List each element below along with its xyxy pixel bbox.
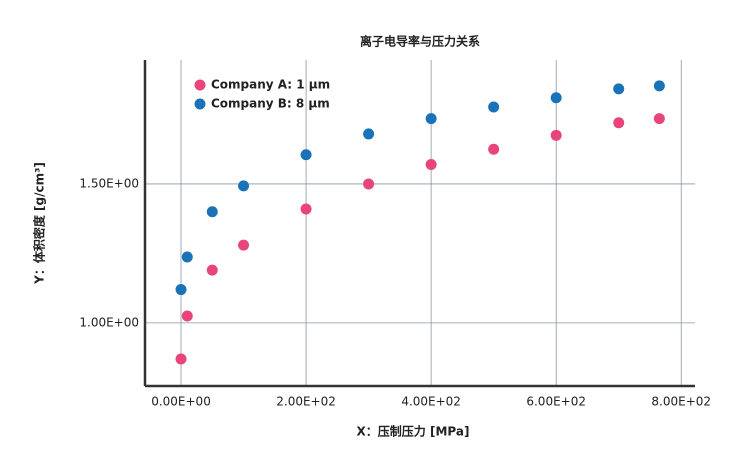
point <box>488 101 500 113</box>
x-tick-label: 8.00E+02 <box>651 395 711 409</box>
legend-text: Company B: 8 μm <box>211 97 330 111</box>
chart-title: 离子电导率与压力关系 <box>360 34 480 49</box>
point <box>363 128 375 140</box>
point <box>181 310 193 322</box>
x-tick-label: 6.00E+02 <box>526 395 586 409</box>
x-tick-label: 4.00E+02 <box>401 395 461 409</box>
point <box>206 264 218 276</box>
legend-text: Company A: 1 μm <box>211 78 330 92</box>
x-tick-label: 2.00E+02 <box>276 395 336 409</box>
legend-marker <box>194 79 206 91</box>
y-axis-label: Y：体积密度 [g/cm³] <box>32 162 47 285</box>
point <box>425 158 437 170</box>
point <box>653 80 665 92</box>
point <box>550 92 562 104</box>
y-tick-label: 1.00E+00 <box>79 315 139 329</box>
point <box>300 203 312 215</box>
y-tick-label: 1.50E+00 <box>79 176 139 190</box>
point <box>181 251 193 263</box>
point <box>425 113 437 125</box>
point <box>550 129 562 141</box>
x-axis-label: X：压制压力 [MPa] <box>357 424 470 439</box>
point <box>613 83 625 95</box>
point <box>653 113 665 125</box>
point <box>300 149 312 161</box>
point <box>206 206 218 218</box>
point <box>613 117 625 129</box>
x-tick-label: 0.00E+00 <box>151 395 211 409</box>
point <box>238 180 250 192</box>
point <box>175 284 187 296</box>
point <box>238 239 250 251</box>
legend-marker <box>194 98 206 110</box>
point <box>175 353 187 365</box>
point <box>363 178 375 190</box>
point <box>488 143 500 155</box>
